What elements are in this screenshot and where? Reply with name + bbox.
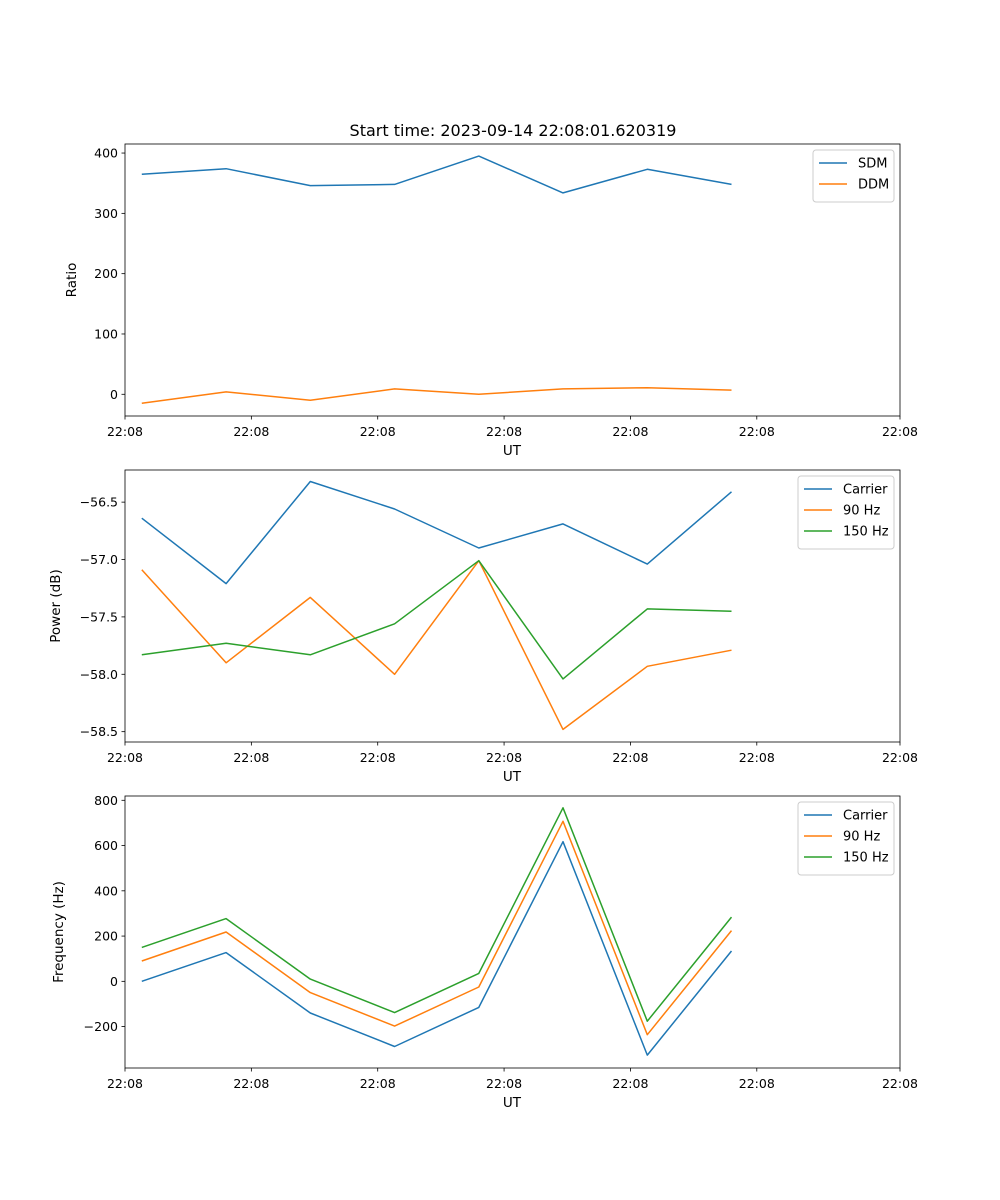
y-tick-label: 400 bbox=[94, 146, 118, 161]
x-tick-label: 22:08 bbox=[739, 424, 775, 439]
series-line-ddm bbox=[141, 386, 732, 405]
x-tick-label: 22:08 bbox=[612, 750, 648, 765]
series-line-150-hz bbox=[141, 807, 733, 1022]
y-axis-label: Ratio bbox=[64, 263, 80, 298]
y-tick-label: 300 bbox=[94, 206, 118, 221]
figure-title: Start time: 2023-09-14 22:08:01.620319 bbox=[350, 121, 677, 140]
legend-label: 90 Hz bbox=[843, 504, 880, 519]
x-tick-label: 22:08 bbox=[882, 1076, 918, 1091]
y-axis-label: Frequency (Hz) bbox=[51, 881, 67, 983]
axes-frame bbox=[124, 143, 901, 417]
y-tick-label: 200 bbox=[94, 929, 118, 944]
legend-label: Carrier bbox=[843, 483, 888, 498]
series-line-90-hz bbox=[141, 559, 732, 731]
y-tick-label: 0 bbox=[110, 974, 118, 989]
x-tick-label: 22:08 bbox=[612, 1076, 648, 1091]
y-tick-label: 0 bbox=[110, 387, 118, 402]
y-tick-label: 100 bbox=[94, 326, 118, 341]
x-tick-label: 22:08 bbox=[486, 750, 522, 765]
x-axis-label: UT bbox=[503, 443, 522, 459]
y-tick-label: 200 bbox=[94, 266, 118, 281]
legend: Carrier 90 Hz 150 Hz bbox=[797, 475, 895, 550]
y-tick-label: −58.0 bbox=[80, 667, 118, 682]
x-tick-label: 22:08 bbox=[739, 1076, 775, 1091]
y-tick-label: −57.0 bbox=[80, 552, 118, 567]
legend-label: 90 Hz bbox=[843, 830, 880, 845]
y-tick-label: −200 bbox=[84, 1019, 118, 1034]
x-axis-label: UT bbox=[503, 1095, 522, 1111]
y-tick-label: 600 bbox=[94, 838, 118, 853]
x-tick-label: 22:08 bbox=[233, 750, 269, 765]
x-tick-label: 22:08 bbox=[486, 1076, 522, 1091]
y-tick-label: −57.5 bbox=[80, 609, 118, 624]
panels: 22:08 22:08 22:08 22:08 22:08 22:08 22:08 0 100 2… bbox=[48, 143, 918, 1111]
y-axis-label: Power (dB) bbox=[48, 569, 64, 642]
legend-label: SDM bbox=[858, 157, 887, 172]
x-tick-label: 22:08 bbox=[882, 750, 918, 765]
x-tick-label: 22:08 bbox=[107, 424, 143, 439]
series-line-carrier bbox=[141, 840, 733, 1056]
x-tick-label: 22:08 bbox=[612, 424, 648, 439]
x-tick-label: 22:08 bbox=[107, 750, 143, 765]
x-axis-label: UT bbox=[503, 769, 522, 785]
x-tick-label: 22:08 bbox=[360, 1076, 396, 1091]
x-tick-label: 22:08 bbox=[486, 424, 522, 439]
series-line-sdm bbox=[141, 155, 732, 194]
x-tick-label: 22:08 bbox=[882, 424, 918, 439]
x-tick-label: 22:08 bbox=[360, 424, 396, 439]
axes-frame bbox=[124, 795, 901, 1069]
y-tick-label: −56.5 bbox=[80, 495, 118, 510]
legend: SDM DDM bbox=[812, 149, 895, 203]
legend: Carrier 90 Hz 150 Hz bbox=[797, 801, 895, 876]
chart-panel-1: 22:08 22:08 22:08 22:08 22:08 22:08 22:08 0 100 2… bbox=[64, 143, 918, 459]
x-tick-label: 22:08 bbox=[233, 424, 269, 439]
legend-label: 150 Hz bbox=[843, 525, 889, 540]
x-tick-label: 22:08 bbox=[360, 750, 396, 765]
series-line-150-hz bbox=[141, 559, 732, 680]
y-tick-label: 800 bbox=[94, 793, 118, 808]
legend-label: DDM bbox=[858, 178, 889, 193]
y-tick-label: 400 bbox=[94, 883, 118, 898]
series-line-90-hz bbox=[141, 820, 733, 1036]
legend-label: 150 Hz bbox=[843, 851, 889, 866]
x-tick-label: 22:08 bbox=[107, 1076, 143, 1091]
chart-panel-2: 22:08 22:08 22:08 22:08 22:08 22:08 22:08 −56.5… bbox=[48, 469, 918, 785]
y-tick-label: −58.5 bbox=[80, 724, 118, 739]
x-tick-label: 22:08 bbox=[233, 1076, 269, 1091]
legend-label: Carrier bbox=[843, 809, 888, 824]
axes-frame bbox=[124, 469, 901, 743]
series-line-carrier bbox=[141, 480, 732, 585]
chart-panel-3: 22:08 22:08 22:08 22:08 22:08 22:08 22:08 800 60… bbox=[51, 793, 918, 1111]
x-tick-label: 22:08 bbox=[739, 750, 775, 765]
